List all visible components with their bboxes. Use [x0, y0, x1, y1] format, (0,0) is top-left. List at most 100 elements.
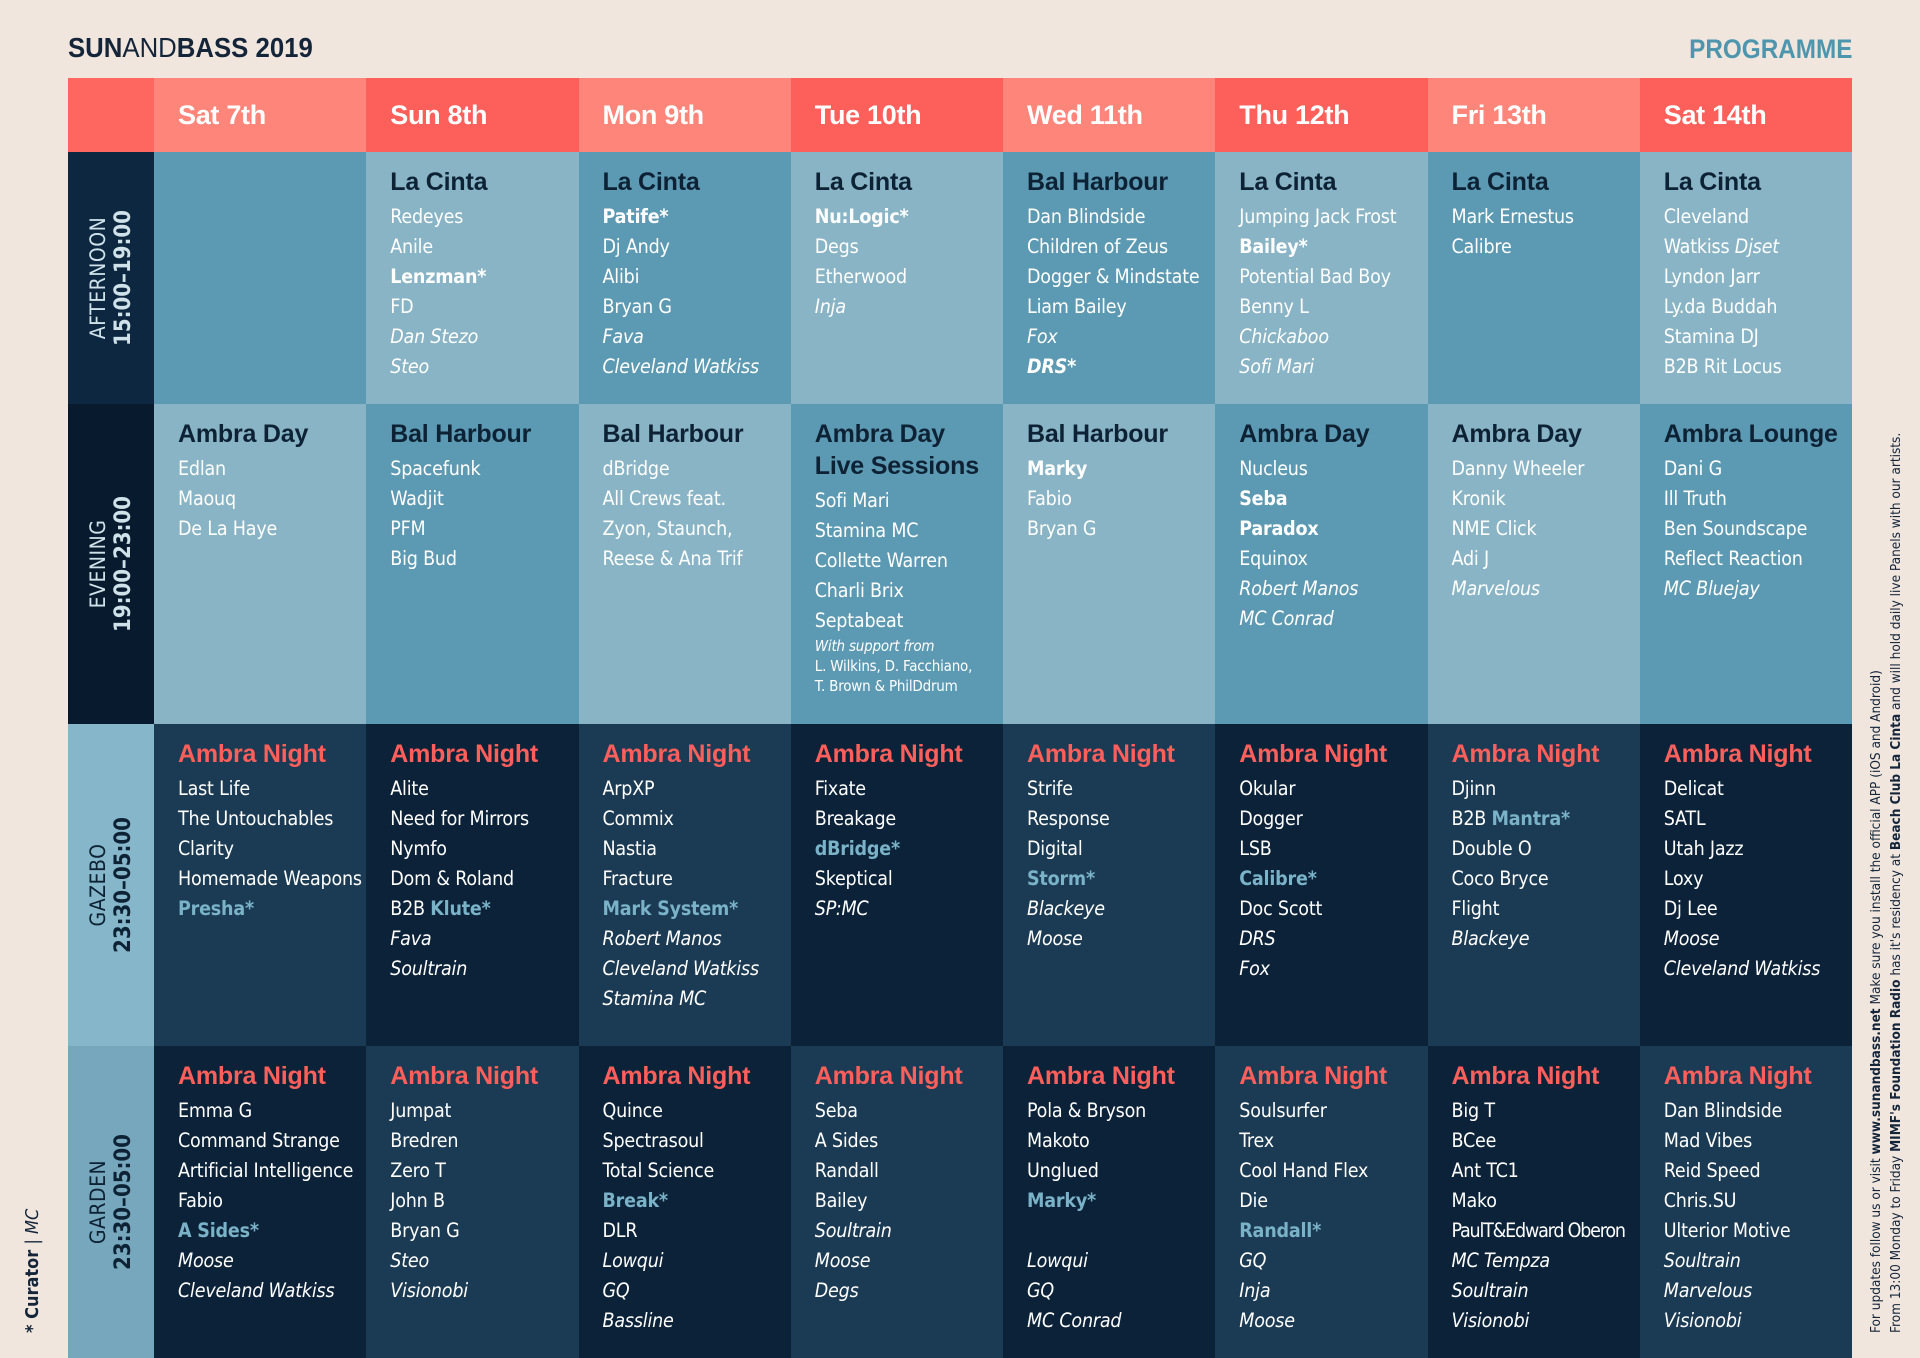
- artist-name: MC Tempza: [1451, 1249, 1551, 1272]
- artist-name: Fracture: [602, 867, 673, 890]
- artist-name: Soultrain: [1663, 1249, 1741, 1272]
- artist-name: NME Click: [1451, 517, 1537, 540]
- artist-name: Spacefunk: [390, 457, 481, 480]
- artist-name: Fox: [1239, 957, 1270, 980]
- curator-label: * Curator: [22, 1249, 43, 1333]
- venue-name-text: Ambra Night: [1027, 1062, 1175, 1090]
- schedule-grid: Sat 7th Sun 8th Mon 9th Tue 10th Wed 11th Thu…: [68, 78, 1852, 1358]
- venue-name-text: Ambra Night: [1451, 740, 1600, 768]
- row-label-evening: EVENING 19:00–23:00: [68, 404, 154, 724]
- artist-name-part: B2B: [390, 897, 431, 920]
- website-link[interactable]: www.sunandbass.net: [1868, 1008, 1884, 1155]
- artist-name: Visionobi: [390, 1279, 468, 1302]
- schedule-cell-afternoon: La Cinta Patife* Dj Andy Alibi Bryan G Fava Cl…: [578, 152, 791, 404]
- schedule-cell-garden: Ambra Night Soulsurfer Trex Cool Hand Flex D…: [1215, 1046, 1428, 1358]
- schedule-cell-evening: Ambra Day Edlan Maouq De La Haye: [154, 404, 367, 724]
- artist-name: Marvelous: [1663, 1279, 1753, 1302]
- schedule-cell-afternoon: La Cinta Redeyes Anile Lenzman* FD Dan Stezo S…: [366, 152, 579, 404]
- artist-name: Total Science: [602, 1159, 715, 1182]
- venue-name: La Cinta: [1664, 166, 1844, 198]
- artist-name: Command Strange: [178, 1129, 340, 1152]
- artist-name: Soultrain: [814, 1219, 892, 1242]
- artist-name: Wadjit: [390, 487, 444, 510]
- side-note-text: has it's residency at: [1888, 850, 1904, 980]
- artist-name: Bailey: [814, 1189, 868, 1212]
- artist-name: Marky: [1027, 457, 1088, 480]
- artist-name: Ben Soundscape: [1663, 517, 1808, 540]
- artist-name: Septabeat: [814, 609, 904, 632]
- artist-name: Dj Lee: [1663, 897, 1718, 920]
- artist-name: Dogger: [1239, 807, 1303, 830]
- venue-name: Ambra Night: [1664, 1060, 1844, 1092]
- artist-name: Coco Bryce: [1451, 867, 1549, 890]
- artist-name: Die: [1239, 1189, 1268, 1212]
- schedule-cell-afternoon: La Cinta Mark Ernestus Calibre: [1427, 152, 1640, 404]
- artist-name: Moose: [1663, 927, 1720, 950]
- artist-name: Cleveland Watkiss: [602, 957, 760, 980]
- venue-name: Ambra Night: [1664, 738, 1844, 770]
- venue-name: Ambra Night: [1027, 738, 1207, 770]
- schedule-cell-gazebo: Ambra Night Fixate Breakage dBridge* Skeptic…: [790, 724, 1003, 1046]
- venue-name-text: Bal Harbour: [1027, 420, 1168, 448]
- artist-name: Zero T: [390, 1159, 446, 1182]
- artist-name: Degs: [814, 1279, 859, 1302]
- artist-name: Nu:Logic*: [814, 205, 909, 228]
- artist-name: MC Conrad: [1027, 1309, 1122, 1332]
- schedule-cell-afternoon: La Cinta Jumping Jack Frost Bailey* Potenti…: [1215, 152, 1428, 404]
- venue-name: Ambra Night: [815, 1060, 995, 1092]
- day-header: Wed 11th: [1003, 78, 1216, 152]
- venue-name: La Cinta: [815, 166, 995, 198]
- venue-name-text: Ambra Night: [390, 740, 539, 768]
- schedule-cell-gazebo: Ambra Night Alite Need for Mirrors Nymfo Dom…: [366, 724, 579, 1046]
- artist-name: Delicat: [1663, 777, 1724, 800]
- artist-name: FD: [390, 295, 414, 318]
- artist-name: Etherwood: [814, 265, 907, 288]
- artist-name: Bryan G: [602, 295, 672, 318]
- venue-name-text: La Cinta: [390, 168, 488, 196]
- brand-sun: SUN: [68, 32, 123, 63]
- artist-name: Inja: [1239, 1279, 1271, 1302]
- artist-name: Big Bud: [390, 547, 457, 570]
- artist-name: Equinox: [1239, 547, 1308, 570]
- artist-name: DLR: [602, 1219, 638, 1242]
- venue-name-text-2: Live Sessions: [814, 452, 979, 480]
- schedule-cell-garden: Ambra Night Seba A Sides Randall Bailey Soult…: [790, 1046, 1003, 1358]
- artist-name: Steo: [390, 1249, 429, 1272]
- schedule-cell-evening: Ambra Day Danny Wheeler Kronik NME Click Adi…: [1427, 404, 1640, 724]
- footnote-separator: |: [22, 1233, 43, 1250]
- artist-name: Ant TC1: [1451, 1159, 1519, 1182]
- artist-name: Mark Ernestus: [1451, 205, 1575, 228]
- artist-name: Reflect Reaction: [1663, 547, 1803, 570]
- artist-name: Breakage: [814, 807, 897, 830]
- venue-name: La Cinta: [1239, 166, 1419, 198]
- artist-name: Calibre: [1451, 235, 1512, 258]
- artist-name: Randall*: [1239, 1219, 1322, 1242]
- venue-name-text: Bal Harbour: [602, 420, 744, 448]
- venue-name-text: Ambra Night: [1027, 740, 1175, 768]
- artist-name: Seba: [814, 1099, 858, 1122]
- club-name: Beach Club La Cinta: [1888, 713, 1904, 851]
- artist-name-part: Klute*: [430, 897, 491, 920]
- venue-name: Bal Harbour: [390, 418, 570, 450]
- venue-name-text: La Cinta: [814, 168, 912, 196]
- side-note-text: From 13:00 Monday to Friday: [1888, 1151, 1904, 1333]
- artist-name: dBridge: [602, 457, 670, 480]
- schedule-cell-gazebo: Ambra Night Strife Response Digital Storm* Bl…: [1003, 724, 1216, 1046]
- row-label-afternoon: AFTERNOON 15:00–19:00: [68, 152, 154, 404]
- artist-name: Marvelous: [1451, 577, 1541, 600]
- artist-name: Dani G: [1663, 457, 1722, 480]
- artist-name: Fabio: [1027, 487, 1072, 510]
- day-header: Sun 8th: [366, 78, 579, 152]
- side-note-text: For updates follow us or visit: [1868, 1154, 1884, 1333]
- artist-name: Dan Stezo: [390, 325, 479, 348]
- artist-name: SP:MC: [814, 897, 869, 920]
- artist-name: Bailey*: [1239, 235, 1308, 258]
- artist-name: Nucleus: [1239, 457, 1308, 480]
- venue-name-text: Ambra Night: [1663, 740, 1812, 768]
- artist-name: Stamina MC: [602, 987, 707, 1010]
- schedule-cell-garden: Ambra Night Jumpat Bredren Zero T John B Brya…: [366, 1046, 579, 1358]
- artist-name: Strife: [1027, 777, 1073, 800]
- day-header: Sat 14th: [1639, 78, 1852, 152]
- artist-name: GQ: [1239, 1249, 1267, 1272]
- artist-name: Cool Hand Flex: [1239, 1159, 1369, 1182]
